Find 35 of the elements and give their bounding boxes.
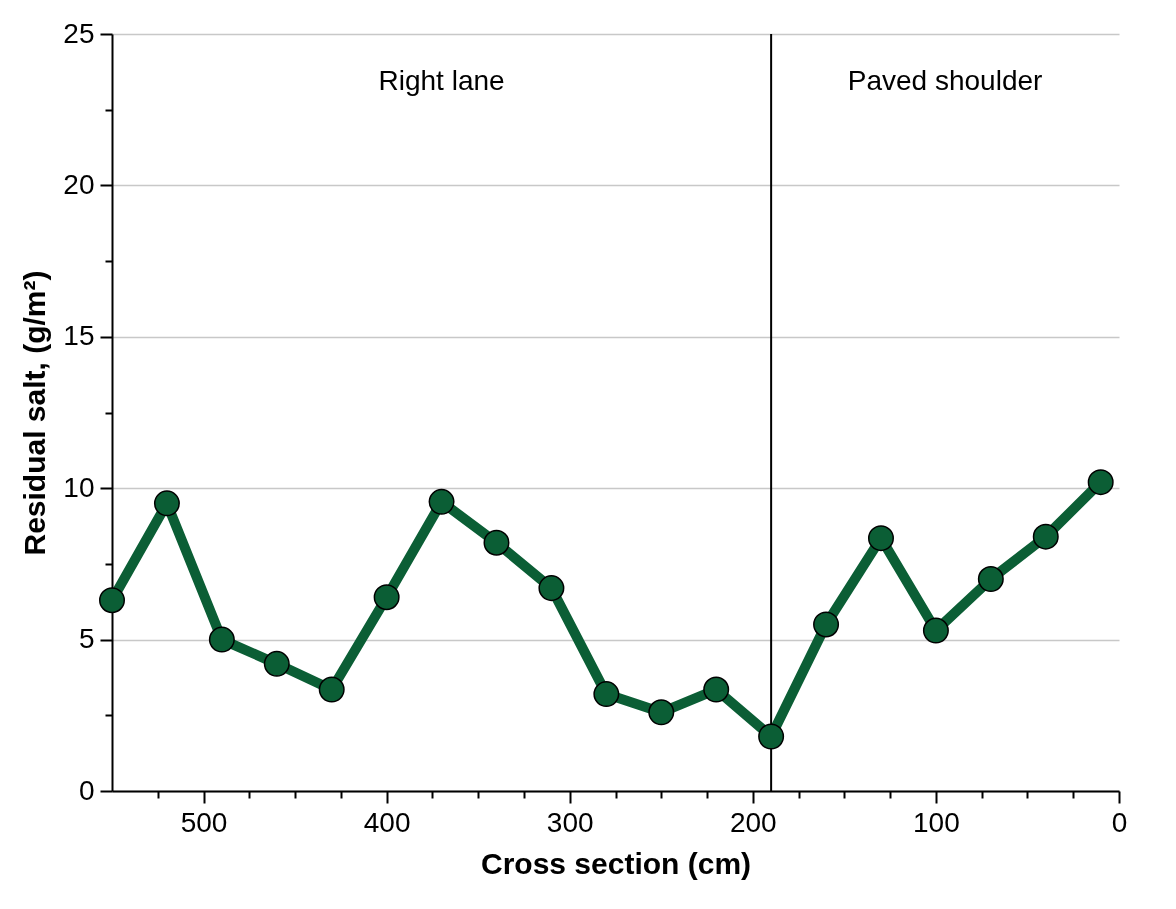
point [703, 676, 730, 703]
annotation: Right lane [378, 65, 505, 96]
x-tick-label: 0 [1111, 806, 1128, 838]
y-tick-label: 25 [63, 17, 95, 49]
point [153, 490, 180, 517]
point [867, 525, 894, 552]
x-tick-label: 400 [363, 806, 411, 838]
point [758, 723, 785, 750]
point [483, 529, 510, 556]
point [99, 587, 125, 614]
y-tick-label: 15 [63, 320, 95, 352]
point [593, 681, 620, 708]
y-axis-title: Residual salt, (g/m²) [18, 270, 52, 556]
point [813, 611, 840, 638]
point [922, 617, 949, 644]
point [373, 584, 400, 611]
annotation: Paved shoulder [847, 65, 1043, 96]
x-tick-label: 300 [546, 806, 594, 838]
x-tick-label: 100 [913, 806, 960, 838]
point [1087, 469, 1114, 496]
point [263, 650, 290, 677]
point [538, 575, 565, 602]
y-tick-label: 0 [78, 774, 95, 806]
point [648, 699, 675, 726]
x-tick-label: 200 [729, 806, 777, 838]
point [318, 676, 345, 703]
y-tick-label: 20 [63, 168, 95, 200]
point [977, 566, 1004, 593]
point [1032, 523, 1059, 550]
point [428, 488, 455, 515]
point [208, 626, 235, 653]
x-axis-title: Cross section (cm) [480, 846, 752, 880]
x-tick-label: 500 [180, 806, 228, 838]
y-tick-label: 10 [63, 471, 95, 503]
y-tick-label: 5 [78, 623, 95, 655]
